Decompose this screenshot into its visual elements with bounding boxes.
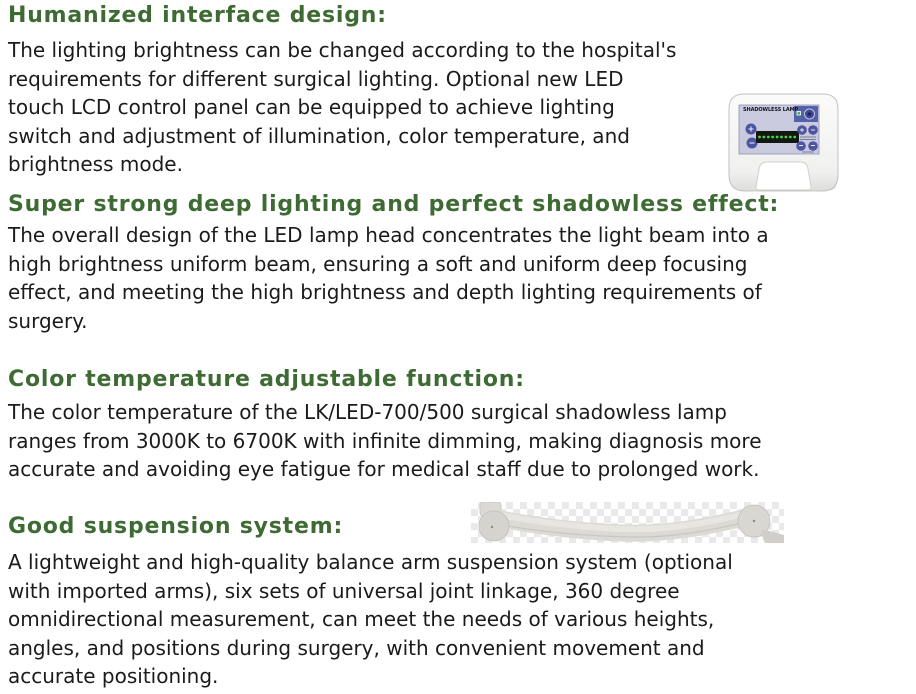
section-body-deep-lighting: The overall design of the LED lamp head … <box>8 223 769 333</box>
section-heading-color-temperature: Color temperature adjustable function: <box>8 367 525 392</box>
control-panel-label: SHADOWLESS LAMP <box>743 107 799 113</box>
led-dots <box>758 135 797 139</box>
control-panel-photo: SHADOWLESS LAMP <box>722 90 845 196</box>
section-heading-humanized-interface: Humanized interface design: <box>8 3 387 28</box>
section-heading-deep-lighting: Super strong deep lighting and perfect s… <box>8 192 780 217</box>
control-panel-illustration <box>728 93 839 192</box>
section-body-humanized-interface: The lighting brightness can be changed a… <box>8 38 677 176</box>
section-heading-suspension-system: Good suspension system: <box>8 514 344 539</box>
suspension-arm-illustration <box>478 502 784 543</box>
suspension-arm-photo <box>471 502 784 543</box>
section-body-color-temperature: The color temperature of the LK/LED-700/… <box>8 400 762 481</box>
section-body-suspension-system: A lightweight and high-quality balance a… <box>8 550 733 688</box>
